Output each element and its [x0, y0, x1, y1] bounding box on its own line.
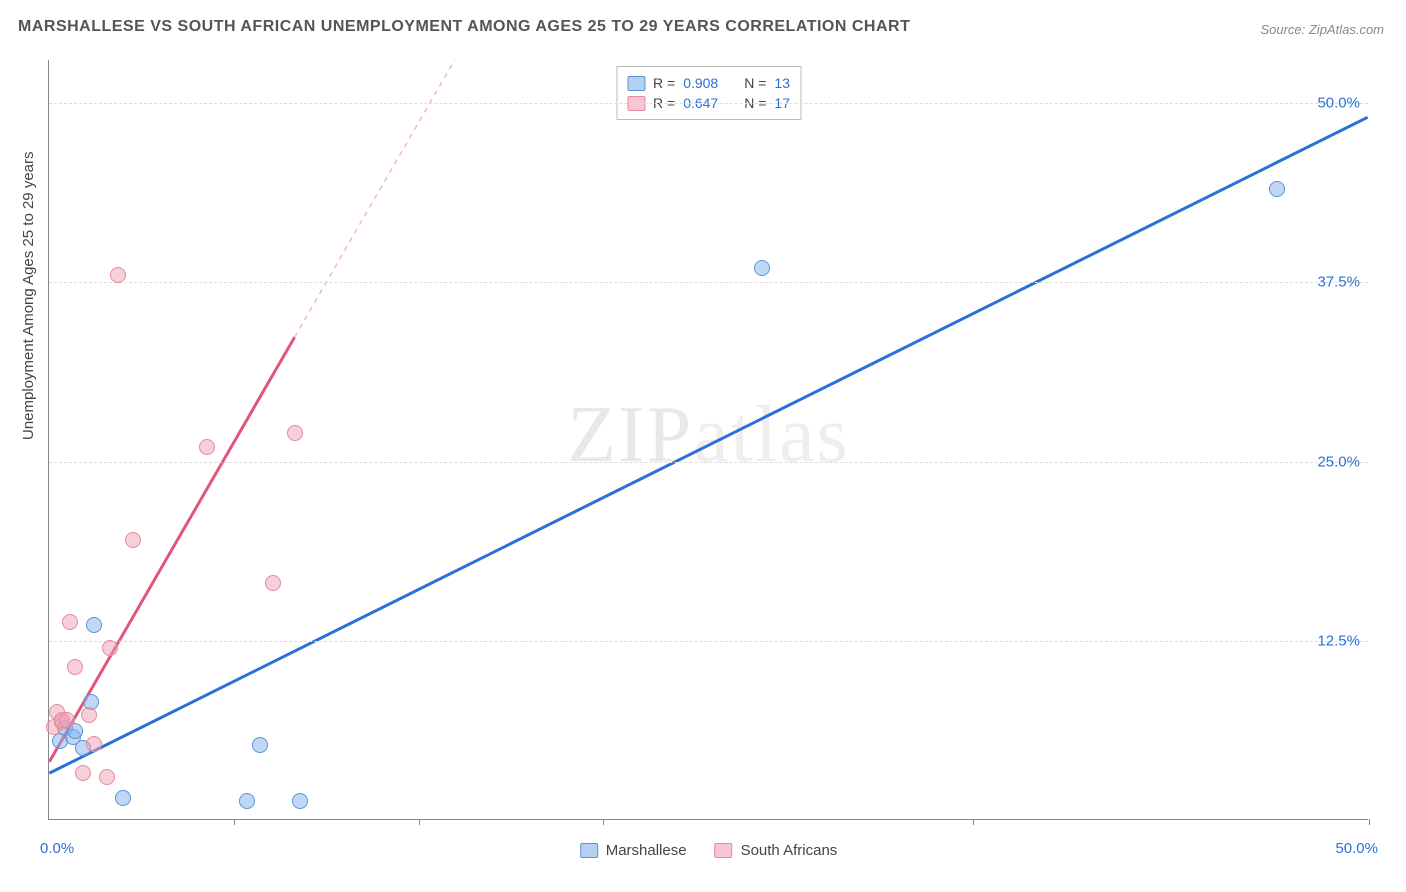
data-point: [86, 736, 102, 752]
trend-line-dashed: [295, 60, 472, 337]
x-tick: [603, 819, 604, 825]
data-point: [265, 575, 281, 591]
data-point: [125, 532, 141, 548]
trend-lines: [49, 60, 1368, 819]
y-tick-label: 50.0%: [1317, 95, 1360, 112]
stats-row-marshallese: R = 0.908 N = 13: [627, 73, 790, 93]
x-tick: [1369, 819, 1370, 825]
data-point: [86, 617, 102, 633]
gridline-h: [49, 462, 1368, 463]
gridline-h: [49, 103, 1368, 104]
data-point: [75, 765, 91, 781]
y-tick-label: 37.5%: [1317, 274, 1360, 291]
data-point: [99, 769, 115, 785]
legend-label: Marshallese: [606, 842, 687, 859]
x-tick: [234, 819, 235, 825]
data-point: [115, 790, 131, 806]
data-point: [102, 640, 118, 656]
data-point: [252, 737, 268, 753]
gridline-h: [49, 282, 1368, 283]
series-legend: Marshallese South Africans: [580, 842, 838, 859]
data-point: [67, 659, 83, 675]
legend-item-marshallese: Marshallese: [580, 842, 687, 859]
y-tick-label: 12.5%: [1317, 632, 1360, 649]
x-origin-label: 0.0%: [40, 840, 74, 857]
r-value-marshallese: 0.908: [683, 75, 718, 91]
trend-line-solid: [49, 117, 1367, 773]
stats-legend: R = 0.908 N = 13 R = 0.647 N = 17: [616, 66, 801, 120]
data-point: [1269, 181, 1285, 197]
n-label: N =: [744, 75, 766, 91]
legend-label: South Africans: [741, 842, 838, 859]
legend-item-southafricans: South Africans: [715, 842, 838, 859]
data-point: [110, 267, 126, 283]
x-tick: [419, 819, 420, 825]
correlation-chart: MARSHALLESE VS SOUTH AFRICAN UNEMPLOYMEN…: [0, 0, 1406, 892]
data-point: [62, 614, 78, 630]
r-label: R =: [653, 75, 675, 91]
x-max-label: 50.0%: [1335, 840, 1378, 857]
x-tick: [973, 819, 974, 825]
data-point: [292, 793, 308, 809]
data-point: [754, 260, 770, 276]
data-point: [81, 707, 97, 723]
swatch-pink: [715, 843, 733, 858]
swatch-blue: [627, 76, 645, 91]
data-point: [199, 439, 215, 455]
y-tick-label: 25.0%: [1317, 453, 1360, 470]
data-point: [287, 425, 303, 441]
watermark: ZIPatlas: [567, 389, 850, 480]
data-point: [239, 793, 255, 809]
source-attribution: Source: ZipAtlas.com: [1260, 22, 1384, 37]
plot-area: ZIPatlas R = 0.908 N = 13 R = 0.647 N = …: [48, 60, 1368, 820]
chart-title: MARSHALLESE VS SOUTH AFRICAN UNEMPLOYMEN…: [18, 18, 910, 36]
y-axis-label: Unemployment Among Ages 25 to 29 years: [20, 151, 37, 440]
swatch-blue: [580, 843, 598, 858]
data-point: [59, 712, 75, 728]
n-value-marshallese: 13: [774, 75, 790, 91]
gridline-h: [49, 641, 1368, 642]
